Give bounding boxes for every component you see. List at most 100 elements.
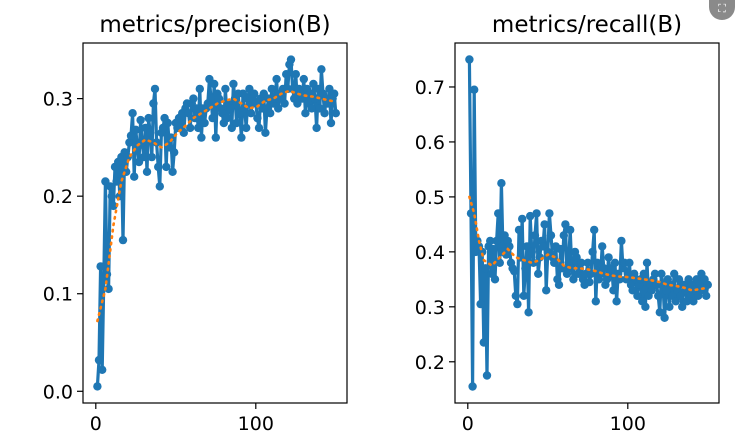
precision-data-point (210, 79, 219, 89)
recall-data-point (599, 264, 608, 273)
recall-data-point (545, 209, 554, 218)
precision-data-point (280, 99, 289, 108)
precision-data-point (131, 125, 140, 134)
precision-axes-frame (82, 42, 348, 404)
recall-data-point (702, 291, 711, 300)
precision-data-point (246, 109, 256, 118)
precision-data-point (152, 138, 161, 147)
recall-data-point (481, 264, 490, 273)
precision-data-point (286, 55, 296, 64)
recall-data-point (542, 286, 551, 295)
precision-data-point (107, 192, 117, 201)
precision-data-point (267, 84, 276, 94)
precision-data-point (94, 355, 104, 365)
recall-data-point (678, 302, 687, 311)
precision-plot: metrics/precision(B) 0.0 0.1 0.2 0.3 0 100 (43, 12, 348, 435)
recall-data-point (554, 280, 564, 289)
recall-data-point (665, 302, 674, 311)
recall-plot: metrics/recall(B) 0.2 0.3 0.4 0.5 0.6 0.7 0 100 (415, 12, 720, 435)
recall-data-point (490, 275, 500, 284)
precision-data-point (226, 104, 235, 113)
recall-data-point (530, 231, 540, 240)
recall-data-point (647, 286, 656, 295)
precision-xtick-label: 0 (90, 413, 102, 435)
recall-data-point (543, 247, 552, 257)
precision-data-point (98, 365, 107, 374)
precision-data-point (299, 74, 308, 84)
precision-data-point (170, 148, 179, 157)
precision-data-point (214, 94, 224, 103)
recall-data-point (588, 247, 597, 257)
recall-data-point (540, 220, 549, 229)
recall-data-point (642, 258, 652, 267)
precision-data-point (221, 84, 230, 94)
precision-data-point (232, 118, 241, 128)
precision-data-point (326, 118, 336, 128)
recall-data-point (604, 253, 613, 262)
precision-data-point (282, 70, 291, 79)
recall-data-point (609, 286, 618, 295)
recall-data-point (511, 291, 520, 300)
precision-data-point (320, 109, 329, 118)
recall-data-point (641, 302, 650, 311)
precision-data-point (197, 133, 206, 142)
recall-data-point (625, 258, 634, 267)
recall-data-point (660, 313, 669, 322)
precision-smooth-line (96, 89, 338, 323)
recall-data-point (556, 244, 565, 254)
recall-results-line (467, 59, 710, 389)
precision-data-point (274, 104, 283, 113)
precision-data-point (139, 152, 148, 162)
recall-data-point (534, 269, 543, 278)
recall-data-point (550, 258, 559, 267)
precision-data-point (291, 70, 300, 79)
recall-data-point (476, 299, 485, 309)
precision-data-point (125, 138, 134, 147)
precision-data-point (242, 123, 251, 133)
precision-data-point (229, 79, 238, 89)
recall-series-group (465, 55, 712, 391)
recall-data-point (590, 225, 599, 235)
recall-data-point (577, 258, 586, 267)
precision-data-point (104, 284, 113, 294)
precision-data-point (200, 118, 209, 128)
recall-ytick-label: 0.2 (415, 352, 445, 374)
precision-ytick-label: 0.2 (43, 186, 73, 208)
recall-data-point (650, 269, 660, 278)
precision-data-point (317, 65, 326, 74)
recall-data-point (569, 275, 578, 284)
recall-ytick-label: 0.6 (415, 132, 445, 154)
precision-data-point (106, 182, 115, 191)
precision-data-point (128, 109, 137, 118)
recall-data-point (486, 236, 495, 246)
recall-data-point (492, 236, 501, 246)
recall-data-point (494, 209, 503, 218)
recall-data-point (689, 297, 698, 306)
precision-data-point (206, 94, 216, 103)
recall-data-point (489, 244, 498, 254)
precision-data-point (96, 262, 105, 271)
precision-data-point (312, 123, 321, 133)
recall-data-point (598, 242, 607, 251)
recall-data-point (586, 269, 596, 278)
expand-icon[interactable]: ⛶ (709, 0, 735, 20)
precision-data-point (184, 109, 193, 118)
recall-chart-title: metrics/recall(B) (492, 12, 682, 38)
recall-data-point (610, 258, 620, 267)
precision-data-point (331, 109, 340, 118)
precision-data-point (192, 104, 201, 113)
recall-data-point (566, 225, 575, 235)
recall-data-point (612, 297, 621, 306)
precision-data-point (189, 94, 198, 103)
recall-data-point (628, 286, 637, 295)
precision-data-point (149, 99, 158, 108)
precision-data-point (147, 152, 156, 162)
recall-data-point (617, 236, 626, 246)
recall-data-point (510, 266, 519, 276)
recall-data-point (495, 258, 504, 267)
recall-data-point (654, 291, 663, 300)
recall-data-point (657, 269, 666, 278)
precision-data-point (162, 162, 171, 172)
precision-data-point (237, 133, 246, 142)
recall-data-point (519, 291, 528, 300)
